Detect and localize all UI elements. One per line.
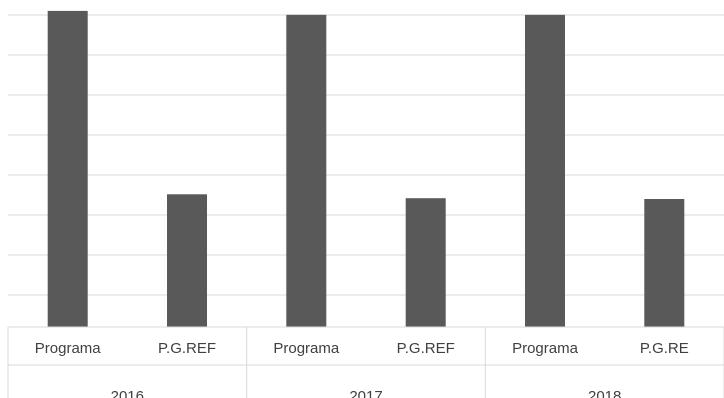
group-label: 2016 [111, 388, 144, 398]
bar [525, 14, 565, 328]
x-tick-label: Programa [512, 340, 579, 357]
gridlines [8, 14, 724, 296]
bar [286, 14, 327, 328]
bar [47, 10, 88, 328]
bar [644, 199, 685, 327]
group-label: 2017 [349, 388, 382, 398]
bar [167, 194, 207, 327]
group-label: 2018 [588, 388, 621, 398]
x-tick-label: P.G.REF [397, 340, 455, 357]
bars [47, 10, 685, 328]
bar [405, 198, 446, 327]
x-tick-label: Programa [35, 340, 102, 357]
category-axis: Programa P.G.REF Programa P.G.REF Programa P.… [7, 326, 724, 398]
x-tick-label: P.G.RE [640, 340, 689, 357]
x-tick-label: P.G.REF [158, 340, 216, 357]
x-tick-label: Programa [273, 340, 340, 357]
